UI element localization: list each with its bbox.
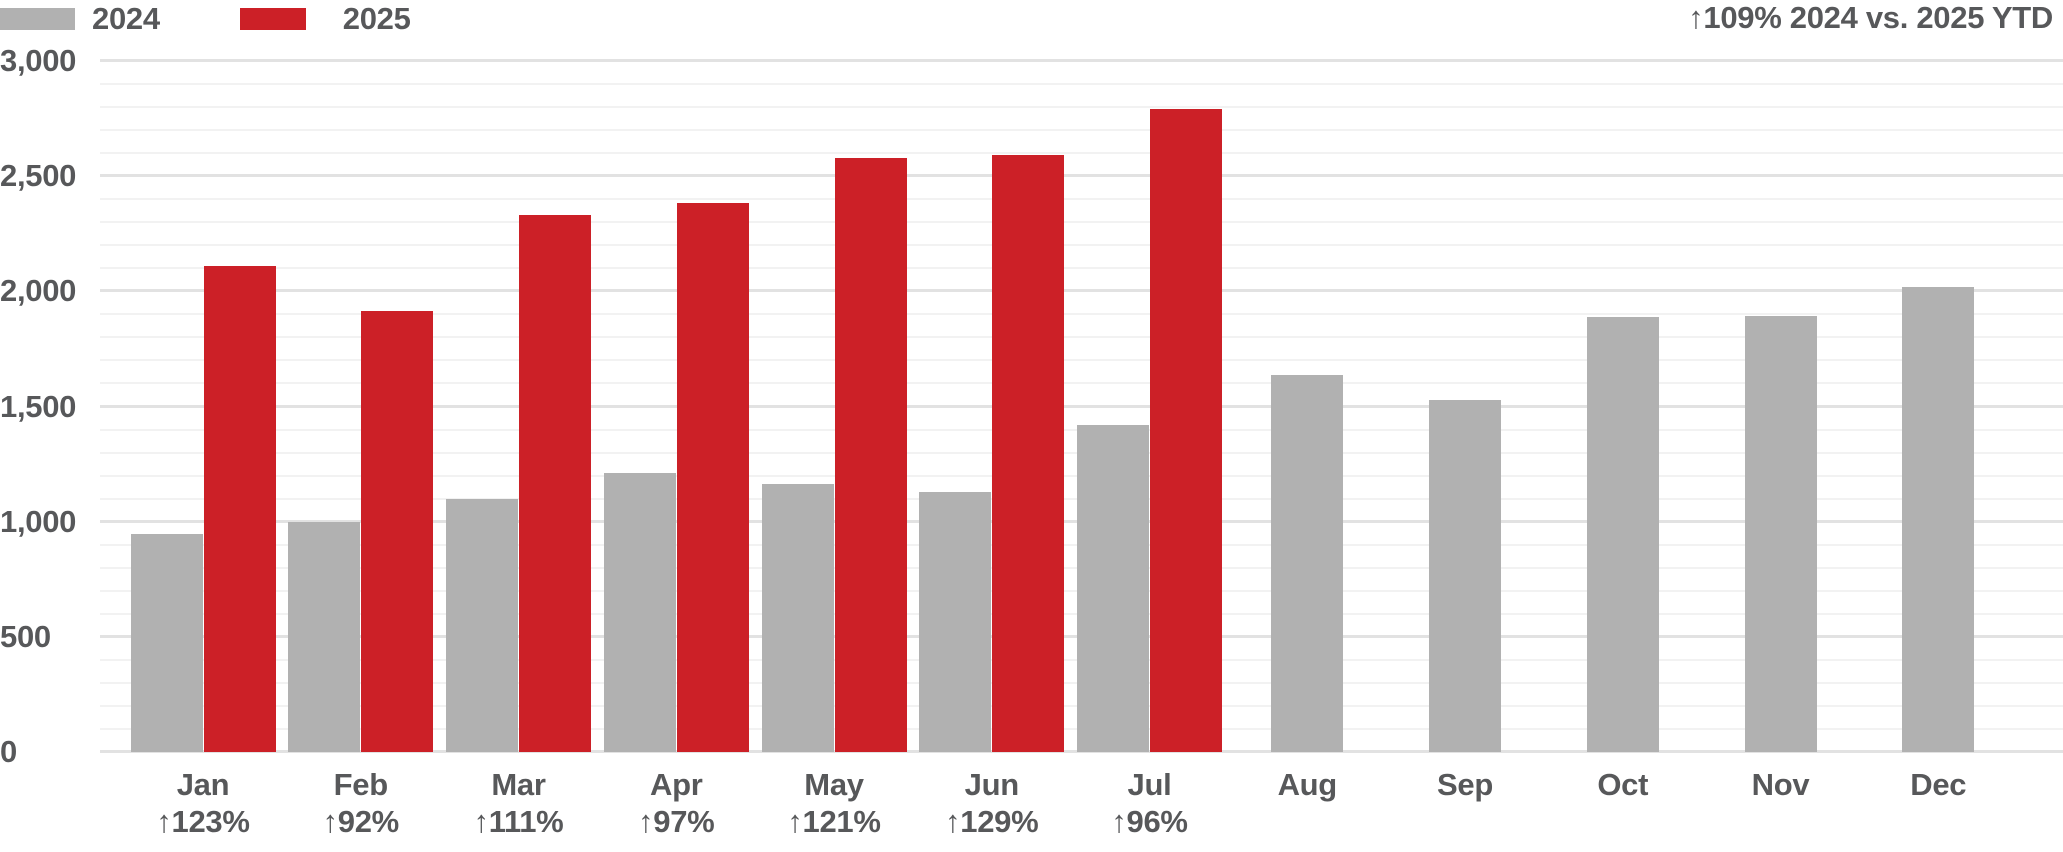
bar-2025-jun [992, 155, 1065, 752]
bar-2025-apr [676, 202, 749, 752]
month-label: Jun [964, 767, 1020, 802]
gridline-minor [100, 267, 2063, 270]
gridline-minor [100, 359, 2063, 362]
growth-label: ↑129% [945, 804, 1039, 839]
month-label: Oct [1597, 767, 1649, 802]
legend-swatch-2025 [239, 8, 306, 30]
bar-2024-mar [446, 498, 518, 752]
gridline-minor [100, 106, 2063, 109]
y-axis-tick-2000: 2,000 [0, 273, 77, 309]
legend-item-2025: 2025 [239, 1, 411, 36]
x-label-oct: Oct [1544, 766, 1702, 803]
x-label-jul: Jul ↑96% [1071, 766, 1229, 840]
y-axis: 0 500 1,000 1,500 2,000 2,500 3,000 [0, 45, 95, 768]
growth-label: ↑111% [473, 804, 564, 839]
x-label-mar: Mar ↑111% [440, 766, 598, 840]
gridline-major [100, 404, 2063, 408]
month-label: Dec [1910, 767, 1967, 802]
gridline-minor [100, 221, 2063, 224]
growth-label: ↑121% [787, 804, 881, 839]
x-axis: Jan ↑123% Feb ↑92% Mar ↑111% Apr ↑97% May ↑121% Ju… [100, 766, 2063, 848]
bar-2024-dec [1902, 286, 1975, 752]
legend-swatch-2024 [0, 8, 75, 30]
legend: 2024 2025 [0, 2, 411, 36]
month-label: Jan [176, 767, 230, 802]
gridline-minor [100, 382, 2063, 385]
bar-2024-jan [130, 534, 203, 752]
gridline-minor [100, 152, 2063, 155]
growth-label: ↑96% [1111, 804, 1188, 839]
bar-2024-apr [603, 473, 676, 752]
bar-2024-jul [1077, 424, 1149, 752]
bar-2025-may [834, 157, 907, 752]
bar-2024-nov [1744, 315, 1817, 752]
gridline-major [100, 174, 2063, 178]
x-label-dec: Dec [1859, 766, 2017, 803]
gridline-major [100, 289, 2063, 293]
ytd-growth-annotation: ↑109% 2024 vs. 2025 YTD [1688, 0, 2053, 35]
growth-label: ↑97% [638, 804, 715, 839]
x-label-aug: Aug [1228, 766, 1386, 803]
x-label-feb: Feb ↑92% [282, 766, 440, 840]
gridline-minor [100, 313, 2063, 316]
bar-2024-aug [1271, 375, 1344, 752]
x-label-sep: Sep [1386, 766, 1544, 803]
month-label: Nov [1751, 767, 1810, 802]
growth-label: ↑92% [322, 804, 400, 839]
y-axis-tick-2500: 2,500 [0, 158, 77, 194]
y-axis-tick-500: 500 [0, 618, 51, 654]
bar-2024-jun [919, 491, 992, 752]
month-label: Aug [1277, 767, 1338, 802]
legend-label-2024: 2024 [92, 1, 160, 36]
bar-2024-oct [1586, 316, 1659, 752]
x-label-jun: Jun ↑129% [913, 766, 1071, 840]
y-axis-tick-1000: 1,000 [0, 503, 77, 539]
bar-2025-feb [361, 310, 434, 752]
x-label-jan: Jan ↑123% [124, 766, 282, 840]
x-label-nov: Nov [1702, 766, 1860, 803]
growth-label: ↑123% [156, 804, 250, 839]
y-axis-tick-3000: 3,000 [0, 43, 77, 78]
month-label: Jul [1127, 767, 1172, 802]
x-label-may: May ↑121% [755, 766, 913, 840]
month-label: Feb [333, 767, 389, 802]
bar-2025-mar [519, 215, 591, 752]
gridline-minor [100, 129, 2063, 132]
gridline-minor [100, 198, 2063, 201]
legend-item-2024: 2024 [0, 2, 160, 36]
bar-2024-feb [288, 521, 361, 752]
y-axis-tick-1500: 1,500 [0, 388, 77, 424]
month-label: Apr [650, 767, 703, 802]
gridline-minor [100, 244, 2063, 247]
bar-2024-may [761, 483, 834, 752]
plot-area [100, 59, 2063, 753]
x-label-apr: Apr ↑97% [597, 766, 755, 840]
gridline-minor [100, 336, 2063, 339]
gridline-minor [100, 83, 2063, 86]
y-axis-tick-0: 0 [0, 734, 17, 769]
month-label: Sep [1437, 767, 1493, 802]
bar-2024-sep [1429, 399, 1501, 752]
bar-2025-jan [203, 266, 276, 752]
month-label: Mar [491, 767, 546, 802]
legend-label-2025: 2025 [342, 1, 411, 36]
bar-2025-jul [1150, 109, 1222, 752]
month-label: May [804, 767, 864, 802]
gridline-major [100, 59, 2063, 62]
